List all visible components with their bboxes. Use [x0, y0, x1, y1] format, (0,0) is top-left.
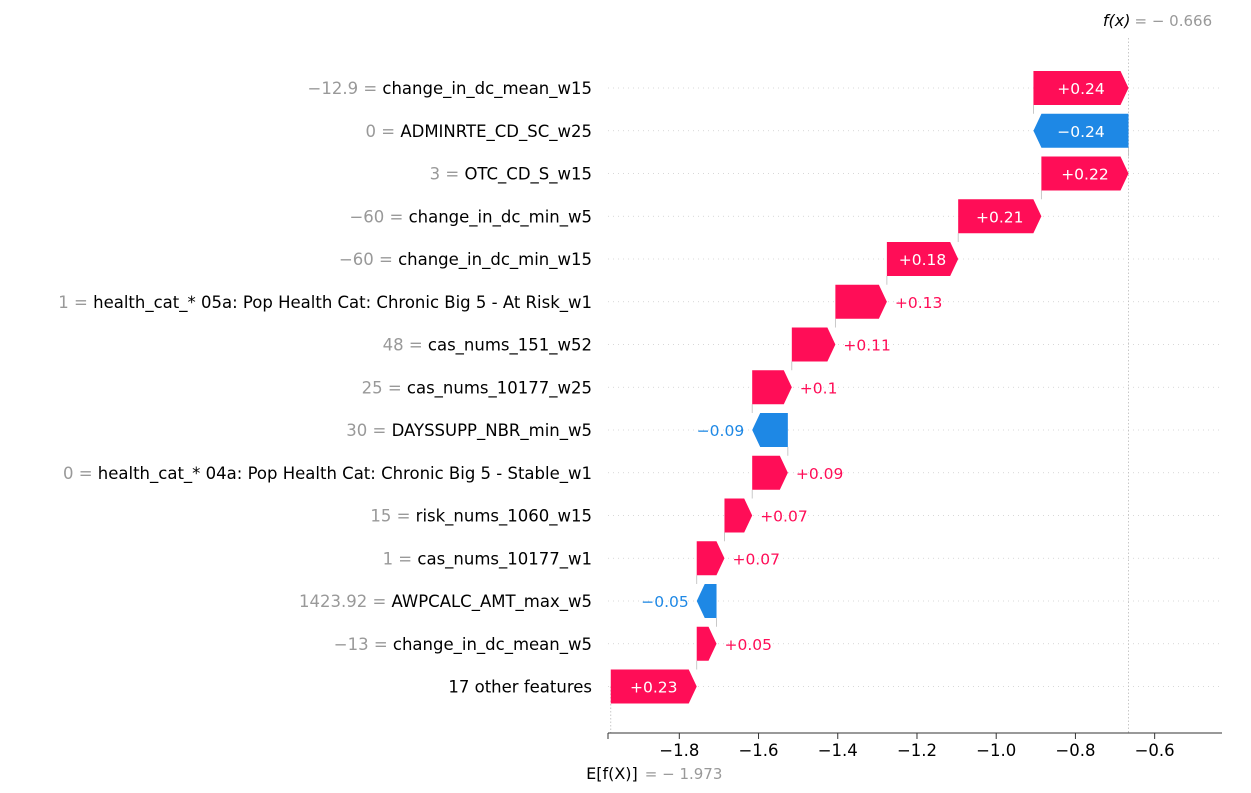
feature-label: 30 = DAYSSUPP_NBR_min_w5 [346, 421, 592, 441]
feature-value: 3 = [430, 165, 465, 184]
feature-name: AWPCALC_AMT_max_w5 [392, 592, 592, 612]
feature-value: 30 = [346, 421, 391, 440]
feature-value: 0 = [366, 122, 401, 141]
bar-value-label: +0.21 [976, 208, 1024, 226]
x-tick-label: −0.6 [1135, 741, 1175, 760]
bar-value-label: +0.11 [843, 337, 891, 355]
bars [610, 71, 1129, 704]
feature-label: −60 = change_in_dc_min_w15 [339, 250, 592, 270]
bar-value-label: +0.07 [760, 508, 808, 526]
feature-label: 1423.92 = AWPCALC_AMT_max_w5 [299, 592, 592, 612]
waterfall-bar [752, 370, 792, 405]
waterfall-bar [724, 498, 753, 533]
fx-label: f(x) [1103, 11, 1131, 30]
feature-value: 0 = [63, 464, 98, 483]
feature-label: 1 = cas_nums_10177_w1 [383, 549, 592, 569]
feature-name: change_in_dc_mean_w15 [382, 79, 592, 99]
ex-label: E[f(X)] [586, 764, 638, 783]
feature-value: 25 = [362, 378, 407, 397]
waterfall-bar [752, 413, 788, 447]
bar-value-label: +0.18 [899, 251, 947, 269]
feature-label: −60 = change_in_dc_min_w5 [349, 207, 592, 227]
x-tick-label: −1.8 [659, 741, 699, 760]
feature-value: −12.9 = [308, 79, 383, 98]
x-tick-label: −1.0 [976, 741, 1016, 760]
feature-label: 48 = cas_nums_151_w52 [383, 336, 592, 356]
waterfall-bar [610, 669, 697, 704]
feature-name: health_cat_* 04a: Pop Health Cat: Chroni… [98, 464, 592, 484]
feature-name: ADMINRTE_CD_SC_w25 [400, 122, 592, 142]
bar-value-label: +0.24 [1057, 80, 1105, 98]
waterfall-bar [835, 284, 887, 319]
feature-label: 0 = ADMINRTE_CD_SC_w25 [366, 122, 593, 142]
feature-value: −13 = [334, 635, 393, 654]
feature-value: 48 = [383, 336, 428, 355]
x-tick-label: −0.8 [1055, 741, 1095, 760]
waterfall-bar [696, 541, 725, 576]
feature-value: 1 = [58, 293, 93, 312]
waterfall-bar [791, 327, 836, 362]
feature-label: 25 = cas_nums_10177_w25 [362, 378, 592, 398]
waterfall-bar [696, 584, 717, 618]
waterfall-bar [752, 455, 788, 490]
bar-value-label: +0.1 [800, 379, 838, 397]
bar-value-label: −0.09 [697, 422, 745, 440]
feature-value: 1423.92 = [299, 592, 392, 611]
feature-value: −60 = [349, 207, 408, 226]
x-tick-label: −1.6 [738, 741, 778, 760]
feature-value: 15 = [370, 507, 415, 526]
bar-labels: +0.24 −0.24 +0.22 +0.21 +0.18 +0.13 +0.11 +0.1 −… [630, 80, 1109, 697]
waterfall-bar [958, 199, 1042, 234]
feature-name: cas_nums_151_w52 [428, 336, 592, 356]
fx-annotation: f(x) = − 0.666 [1103, 11, 1212, 30]
waterfall-bar [696, 626, 717, 661]
fx-value: = − 0.666 [1135, 12, 1213, 30]
bar-value-label: +0.05 [725, 636, 773, 654]
feature-label: 0 = health_cat_* 04a: Pop Health Cat: Ch… [63, 464, 592, 484]
feature-name: 17 other features [448, 678, 592, 697]
waterfall-bar [1033, 113, 1129, 148]
feature-name: cas_nums_10177_w1 [417, 549, 592, 569]
waterfall-bar [1033, 71, 1129, 105]
feature-label: −12.9 = change_in_dc_mean_w15 [308, 79, 592, 99]
bar-value-label: +0.09 [796, 465, 844, 483]
bar-value-label: +0.07 [732, 550, 780, 568]
waterfall-bar [1041, 156, 1129, 191]
bar-value-label: +0.23 [630, 679, 678, 697]
feature-label: 3 = OTC_CD_S_w15 [430, 165, 592, 185]
feature-name: OTC_CD_S_w15 [464, 165, 592, 185]
feature-label: 17 other features [448, 678, 592, 697]
feature-name: change_in_dc_mean_w5 [393, 635, 592, 655]
feature-label: 1 = health_cat_* 05a: Pop Health Cat: Ch… [58, 293, 592, 313]
bar-value-label: +0.22 [1061, 166, 1109, 184]
feature-name: change_in_dc_min_w5 [409, 207, 592, 227]
feature-name: DAYSSUPP_NBR_min_w5 [392, 421, 592, 441]
feature-name: health_cat_* 05a: Pop Health Cat: Chroni… [93, 293, 592, 313]
x-axis: −1.8 −1.6 −1.4 −1.2 −1.0 −0.8 −0.6 [607, 732, 1222, 760]
ex-annotation: E[f(X)] = − 1.973 [586, 764, 722, 783]
waterfall-bar [886, 242, 959, 276]
feature-labels: −12.9 = change_in_dc_mean_w15 0 = ADMINRT… [58, 79, 592, 697]
feature-name: risk_nums_1060_w15 [416, 507, 592, 527]
x-tick-label: −1.4 [818, 741, 858, 760]
feature-name: cas_nums_10177_w25 [407, 378, 592, 398]
x-tick-label: −1.2 [897, 741, 937, 760]
feature-name: change_in_dc_min_w15 [398, 250, 592, 270]
bar-value-label: −0.05 [641, 593, 689, 611]
bar-value-label: −0.24 [1057, 123, 1105, 141]
ex-value: = − 1.973 [645, 765, 723, 783]
feature-label: −13 = change_in_dc_mean_w5 [334, 635, 592, 655]
reference-lines [610, 38, 1129, 733]
bar-value-label: +0.13 [895, 294, 943, 312]
feature-value: −60 = [339, 250, 398, 269]
feature-label: 15 = risk_nums_1060_w15 [370, 507, 592, 527]
feature-value: 1 = [383, 549, 418, 568]
